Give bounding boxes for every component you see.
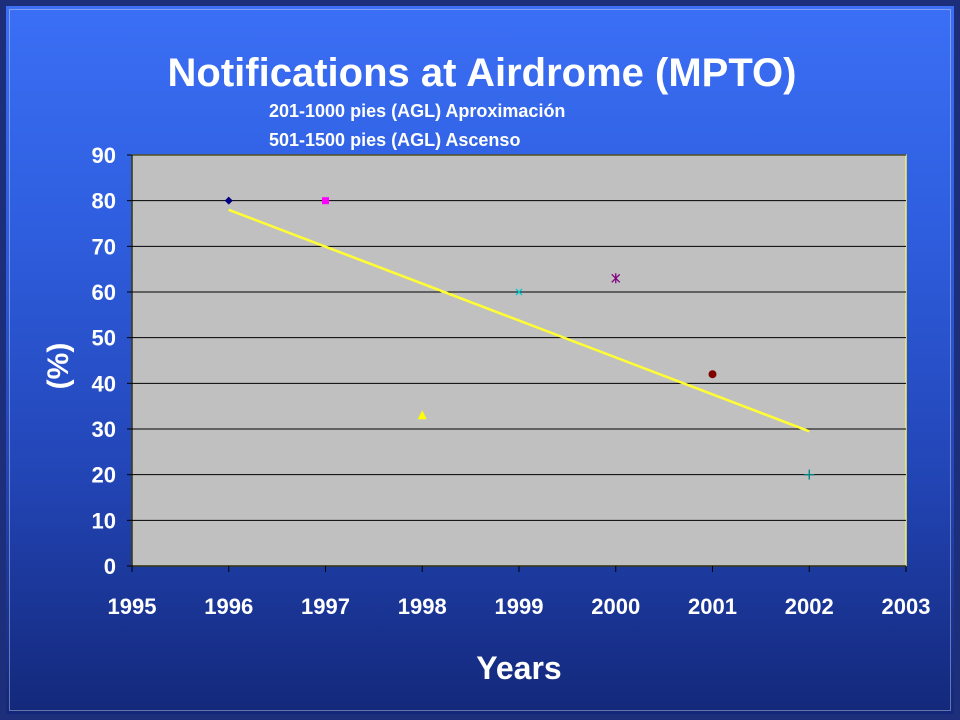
y-tick-label: 80 bbox=[92, 189, 116, 214]
x-tick-label: 1997 bbox=[301, 594, 350, 619]
x-tick-label: 2000 bbox=[591, 594, 640, 619]
y-tick-label: 90 bbox=[92, 143, 116, 168]
data-point-1997 bbox=[322, 197, 329, 205]
subtitle-line-2: 501-1500 pies (AGL) Ascenso bbox=[269, 130, 520, 150]
y-tick-label: 50 bbox=[92, 326, 116, 351]
data-point-2002 bbox=[804, 469, 815, 480]
data-point-1996 bbox=[224, 196, 233, 205]
y-tick-label: 10 bbox=[92, 508, 116, 533]
x-tick-label: 1999 bbox=[495, 594, 544, 619]
x-tick-label: 2002 bbox=[785, 594, 834, 619]
x-tick-label: 1996 bbox=[204, 594, 253, 619]
y-axis-label: (%) bbox=[42, 343, 75, 390]
data-point-1999 bbox=[515, 288, 523, 296]
y-axis-ticks: 0 10 20 30 40 50 60 70 80 90 bbox=[92, 143, 132, 579]
plot-area bbox=[131, 154, 907, 567]
chart-title: Notifications at Airdrome (MPTO) bbox=[168, 51, 797, 95]
y-tick-label: 40 bbox=[92, 371, 116, 396]
y-tick-label: 70 bbox=[92, 234, 116, 259]
data-point-2001 bbox=[708, 370, 717, 379]
x-tick-label: 2001 bbox=[688, 594, 737, 619]
data-points bbox=[224, 196, 815, 480]
x-axis-label: Years bbox=[476, 650, 561, 686]
trendline-layer bbox=[228, 208, 810, 433]
chart: Notifications at Airdrome (MPTO) 201-100… bbox=[42, 51, 931, 686]
y-tick-label: 60 bbox=[92, 280, 116, 305]
data-point-1998 bbox=[417, 410, 427, 420]
x-tick-label: 1998 bbox=[398, 594, 447, 619]
x-axis-ticks: 1995 1996 1997 1998 1999 2000 2001 2002 2003 bbox=[108, 566, 931, 619]
x-tick-label: 2003 bbox=[882, 594, 931, 619]
y-tick-label: 30 bbox=[92, 417, 116, 442]
x-tick-label: 1995 bbox=[108, 594, 157, 619]
subtitle-line-1: 201-1000 pies (AGL) Aproximación bbox=[269, 101, 565, 121]
y-tick-label: 20 bbox=[92, 463, 116, 488]
y-tick-label: 0 bbox=[104, 554, 116, 579]
data-point-2000 bbox=[611, 273, 621, 284]
trendline bbox=[228, 208, 810, 433]
